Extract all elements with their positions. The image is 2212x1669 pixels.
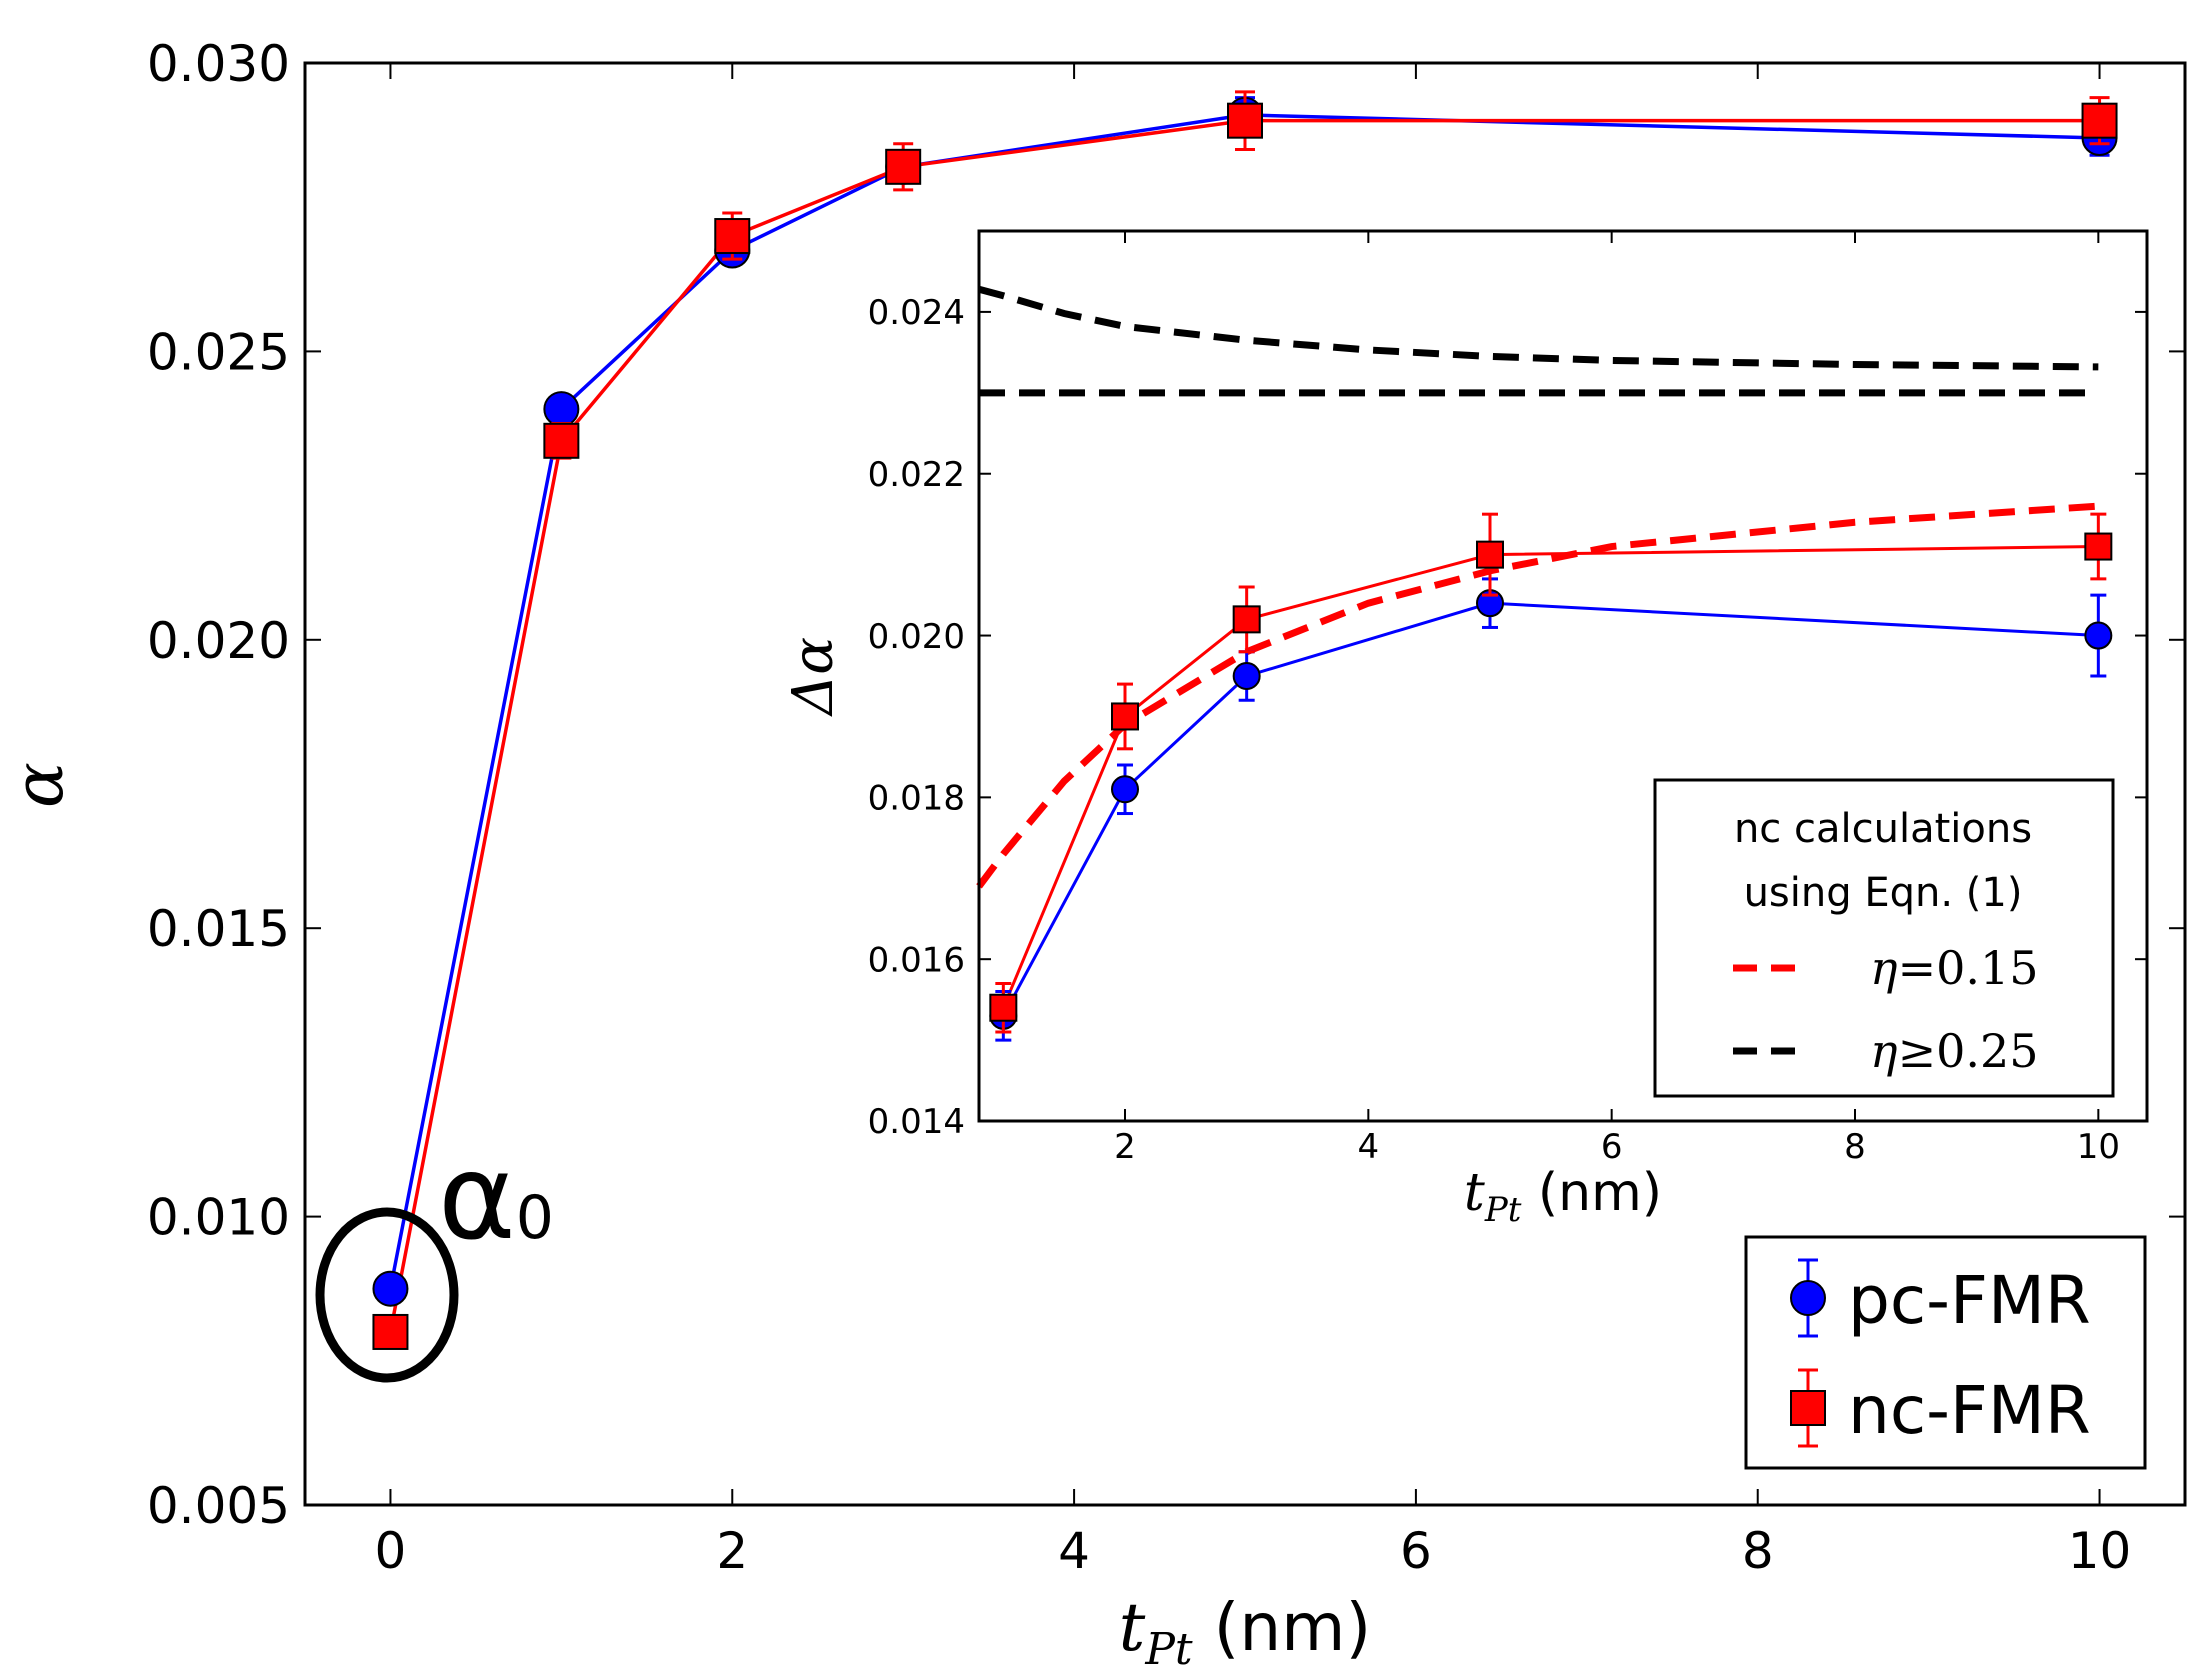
legend-nc-fmr-label: nc-FMR (1848, 1372, 2091, 1449)
main-xtick-label: 6 (1400, 1522, 1432, 1580)
main-xtick-label: 4 (1058, 1522, 1090, 1580)
main-point (1227, 102, 1263, 139)
main-ytick-label: 0.025 (147, 323, 290, 381)
legend-entry-nc-fmr: nc-FMR (1790, 1368, 2091, 1449)
inset-xtick-label: 8 (1844, 1127, 1866, 1167)
inset-point (1232, 662, 1261, 690)
inset-legend-title-line1: nc calculations (1734, 806, 2032, 852)
main-series-line (388, 113, 2100, 1290)
inset-curve-line (978, 285, 2099, 371)
main-legend: pc-FMR nc-FMR (1744, 1235, 2147, 1470)
inset-x-axis-label-unit: (nm) (1521, 1163, 1662, 1223)
main-x-axis-label: tPt (nm) (1119, 1589, 1371, 1669)
main-y-axis-label: α (0, 762, 79, 808)
inset-ytick-label: 0.024 (868, 293, 965, 333)
inset-ytick-label: 0.022 (868, 455, 965, 495)
alpha0-annotation: α0 (438, 1128, 554, 1266)
inset-xtick-label: 10 (2077, 1127, 2120, 1167)
inset-x-axis-label-t: t (1464, 1163, 1485, 1223)
inset-legend-entry-eta-025: η≥0.25 (1733, 1024, 2039, 1078)
main-plot-frame (303, 61, 2187, 1507)
inset-ytick-label: 0.020 (868, 617, 965, 657)
main-point (372, 1313, 409, 1350)
main-point (714, 218, 751, 255)
inset-legend-eta-015-symbol: η (1870, 941, 1898, 995)
alpha0-circle (315, 1207, 459, 1383)
alpha0-sub: 0 (516, 1183, 554, 1253)
inset-point (2084, 621, 2113, 650)
inset-legend-eta-025-label: η≥0.25 (1870, 1024, 2039, 1078)
inset-ticks: 2 4 6 8 10 0.014 0.016 0.018 0.020 0.022 0.024 (868, 231, 2147, 1167)
main-xtick-label: 8 (1742, 1522, 1774, 1580)
inset-legend-box (1653, 778, 2115, 1098)
legend-entry-pc-fmr: pc-FMR (1790, 1258, 2091, 1339)
main-series (372, 90, 2118, 1350)
inset-curve-line (976, 502, 2099, 889)
inset-xtick-label: 2 (1114, 1127, 1136, 1167)
inset-legend-eta-025-symbol: η (1870, 1024, 1898, 1078)
inset-legend-entry-eta-015: η=0.15 (1733, 941, 2039, 995)
main-x-axis-label-unit: (nm) (1193, 1589, 1372, 1666)
legend-nc-fmr-marker (1790, 1390, 1826, 1426)
main-xtick-label: 2 (716, 1522, 748, 1580)
inset-series (989, 512, 2113, 1042)
inset-legend-eta-015-value: 0.15 (1936, 941, 2038, 995)
inset-point (1476, 540, 1504, 569)
main-x-axis-label-t: t (1119, 1589, 1146, 1666)
inset-legend-title-line2: using Eqn. (1) (1744, 870, 2023, 916)
inset-xtick-label: 6 (1601, 1127, 1623, 1167)
legend-pc-fmr-marker (1790, 1280, 1826, 1316)
legend-pc-fmr-label: pc-FMR (1848, 1262, 2091, 1339)
main-legend-box (1744, 1235, 2147, 1470)
inset-ytick-label: 0.018 (868, 779, 965, 819)
inset-x-axis-label-sub: Pt (1484, 1190, 1522, 1230)
alpha0-letter: α (438, 1128, 516, 1266)
inset-legend-eta-015-label: η=0.15 (1870, 941, 2039, 995)
main-point (543, 422, 580, 459)
inset-plot-frame (977, 229, 2149, 1123)
main-ytick-label: 0.030 (147, 35, 290, 93)
inset-curves (976, 285, 2099, 889)
main-ytick-label: 0.020 (147, 612, 290, 670)
inset-legend-eta-025-rel: ≥ (1898, 1024, 1937, 1078)
main-ytick-label: 0.015 (147, 900, 290, 958)
main-point (543, 391, 580, 428)
main-xtick-label: 0 (375, 1522, 407, 1580)
main-ticks: 0 2 4 6 8 10 0.005 0.010 0.015 0.020 0.025 0.030 (147, 35, 2185, 1580)
main-ytick-label: 0.005 (147, 1477, 290, 1535)
inset-point (1111, 702, 1139, 731)
inset-legend: nc calculations using Eqn. (1) η=0.15 η≥… (1653, 778, 2115, 1098)
inset-xtick-label: 4 (1358, 1127, 1380, 1167)
inset-y-axis-label: Δα (781, 637, 846, 717)
inset-legend-eta-015-rel: = (1898, 941, 1937, 995)
main-series-line (388, 118, 2100, 1333)
inset-point (1111, 775, 1139, 804)
main-point (372, 1270, 409, 1307)
main-point (885, 148, 922, 185)
inset-ytick-label: 0.014 (868, 1102, 965, 1142)
inset-point (989, 993, 1018, 1022)
inset-point (1232, 605, 1261, 634)
inset-legend-eta-025-value: 0.25 (1936, 1024, 2038, 1078)
main-point (2081, 102, 2118, 139)
inset-ytick-label: 0.016 (868, 940, 965, 980)
main-ytick-label: 0.010 (147, 1189, 290, 1247)
inset-x-axis-label: tPt (nm) (1464, 1163, 1662, 1230)
main-x-axis-label-sub: Pt (1144, 1624, 1193, 1669)
inset-point (2084, 532, 2113, 561)
main-xtick-label: 10 (2068, 1522, 2132, 1580)
